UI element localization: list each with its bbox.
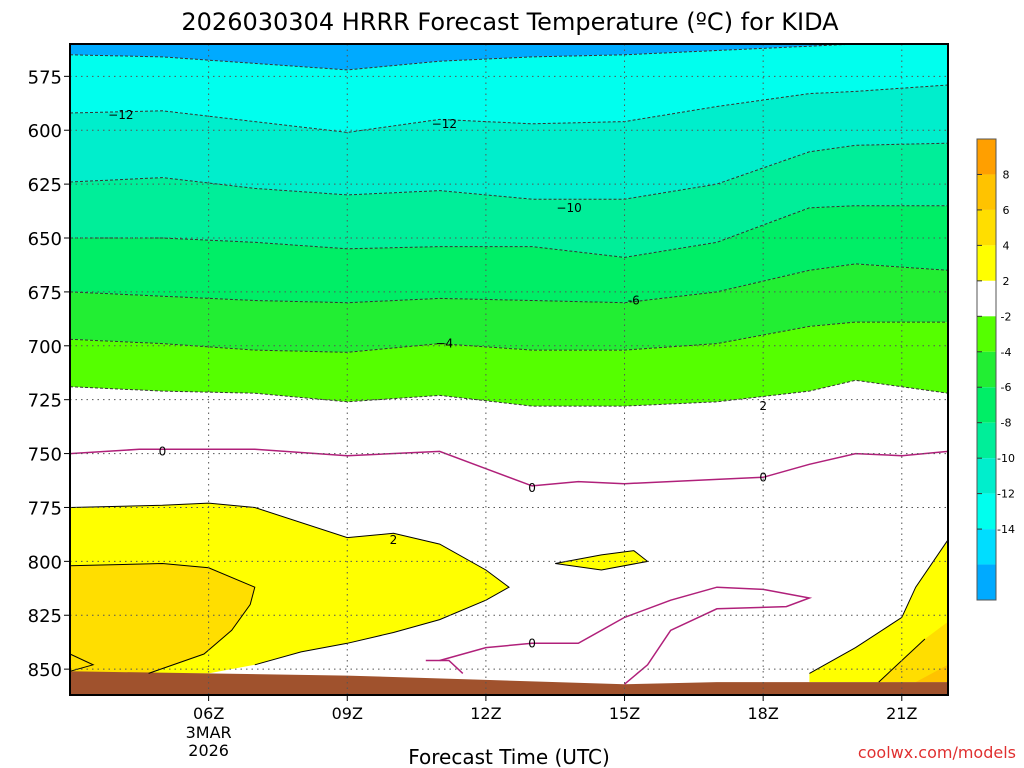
contour-label: 2 [759, 399, 767, 413]
colorbar-segment [977, 280, 996, 317]
x-tick-label: 09Z [332, 704, 363, 723]
y-tick-label: 750 [28, 445, 62, 466]
zero-line-lower [439, 586, 813, 685]
contour-label: −4 [435, 337, 453, 351]
colorbar-segment [977, 245, 996, 281]
contour-label: −12 [432, 117, 457, 131]
colorbar-frame [976, 138, 997, 601]
band-minus4-minus2 [70, 322, 948, 407]
contour-label: 0 [759, 470, 767, 484]
x-date-label: 2026 [188, 741, 229, 760]
colorbar-label: -4 [1001, 346, 1012, 359]
colorbar-label: -12 [997, 488, 1015, 501]
colorbar-segment [977, 174, 996, 210]
band-warm-4-6 [70, 563, 255, 674]
colorbar-label: 6 [1003, 204, 1010, 217]
chart-title: 2026030304 HRRR Forecast Temperature (ºC… [181, 8, 839, 36]
zero-line-small [425, 659, 464, 674]
contour-label: 0 [159, 444, 167, 458]
colorbar-segment [977, 387, 996, 423]
colorbar-segment [977, 316, 996, 352]
zero-line-upper [69, 448, 949, 487]
colorbar-segment [977, 209, 996, 246]
colorbar-label: -8 [1001, 417, 1012, 430]
colorbar-segment [977, 458, 996, 494]
y-tick-label: 850 [28, 660, 62, 681]
colorbar-label: -6 [1001, 381, 1012, 394]
contour-dashed-6 [69, 379, 949, 407]
x-date-label: 3MAR [186, 723, 232, 742]
x-tick-label: 21Z [886, 704, 917, 723]
y-tick-label: 825 [28, 606, 62, 627]
contour-dashed-3 [70, 205, 948, 258]
ground-surface [70, 671, 948, 695]
x-tick-label: 18Z [747, 704, 778, 723]
y-tick-label: 700 [28, 337, 62, 358]
contour-label: 2 [390, 533, 398, 547]
colorbar-segment [977, 139, 996, 175]
y-tick-label: 800 [28, 552, 62, 573]
colorbar-segment [977, 422, 996, 459]
colorbar-label: -10 [997, 452, 1015, 465]
contour-2-blob [555, 550, 649, 571]
band-warm-blob [555, 550, 648, 570]
contour-label: 0 [528, 636, 536, 650]
band-below-minus14 [70, 44, 948, 70]
colorbar-segment [977, 529, 996, 565]
contour-label: −10 [556, 201, 581, 215]
band-minus12-minus10 [70, 85, 948, 200]
contour-2-main [69, 502, 510, 666]
band-warm-se-gold [878, 621, 948, 683]
contour-6-corner [69, 653, 95, 672]
y-tick-label: 575 [28, 67, 62, 88]
x-tick-label: 15Z [609, 704, 640, 723]
contour-label: −12 [108, 108, 133, 122]
x-axis-label: Forecast Time (UTC) [408, 745, 610, 768]
contour-dashed-5 [69, 321, 948, 353]
contour-label: 0 [528, 481, 536, 495]
colorbar-segment [977, 493, 996, 530]
band-minus6-minus4 [70, 263, 948, 353]
grid [70, 44, 948, 695]
contour-label: -6 [628, 294, 640, 308]
colorbar-segment [977, 351, 996, 388]
contour-dashed-4 [69, 263, 949, 304]
y-tick-label: 650 [28, 229, 62, 250]
plot-frame [69, 43, 949, 696]
y-tick-label: 625 [28, 175, 62, 196]
y-tick-label: 725 [28, 391, 62, 412]
colorbar-label: 8 [1003, 168, 1010, 181]
y-tick-label: 600 [28, 121, 62, 142]
x-tick-label: 12Z [470, 704, 501, 723]
x-tick-label: 06Z [193, 704, 224, 723]
colorbar-label: -14 [997, 523, 1015, 536]
colorbar-label: 2 [1003, 275, 1010, 288]
contour-dashed-0 [69, 43, 948, 71]
colorbar-label: -2 [1001, 310, 1012, 323]
y-tick-label: 675 [28, 283, 62, 304]
band-minus14-minus12 [70, 44, 948, 133]
band-warm-se [809, 539, 948, 683]
band-minus10-minus8 [70, 143, 948, 258]
colorbar-segment [977, 564, 996, 600]
credit-text: coolwx.com/models [858, 743, 1016, 762]
band-minus8-minus6 [70, 205, 948, 303]
colorbar-label: 4 [1003, 239, 1010, 252]
y-tick-label: 775 [28, 498, 62, 519]
